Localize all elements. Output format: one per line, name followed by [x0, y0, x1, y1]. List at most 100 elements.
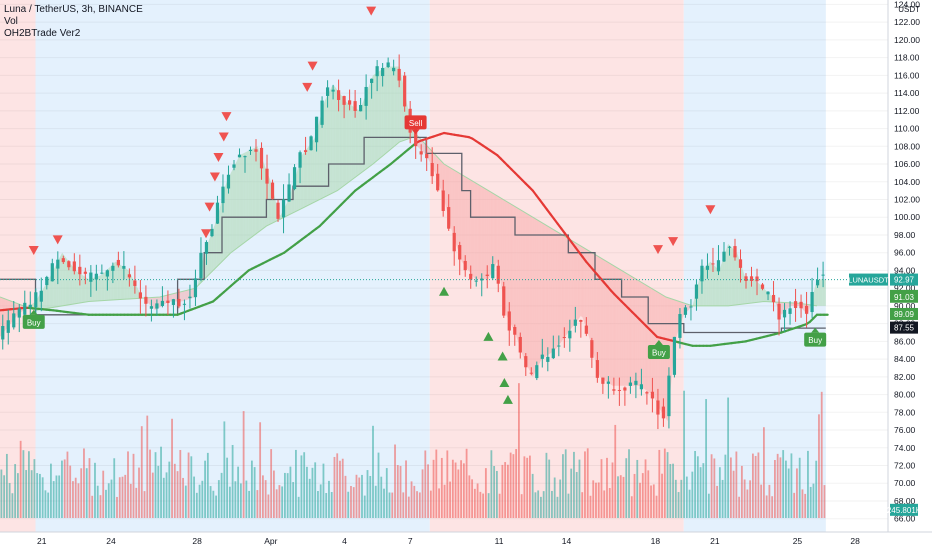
- volume-bar: [710, 454, 713, 518]
- cloud-bear-segment: [653, 289, 656, 400]
- candle-body: [193, 278, 198, 298]
- sell-arrow-marker: [668, 237, 679, 247]
- candle-body: [28, 304, 32, 308]
- candle-body: [821, 274, 825, 276]
- cloud-bull-segment: [330, 86, 333, 195]
- candle-body: [491, 264, 495, 279]
- cloud-bull-segment: [742, 268, 745, 305]
- cloud-bull-segment: [118, 263, 121, 300]
- volume-bar: [330, 492, 333, 518]
- cloud-bull-segment: [252, 148, 254, 237]
- candle-body: [226, 174, 231, 189]
- price-badge-value: 245.801K: [887, 506, 922, 515]
- volume-bar: [479, 491, 482, 518]
- cloud-bear-segment: [499, 197, 501, 283]
- volume-bar: [52, 481, 55, 518]
- cloud-bull-segment: [394, 66, 397, 147]
- volume-bar: [504, 462, 507, 518]
- candle-body: [551, 348, 555, 359]
- volume-bar: [779, 457, 782, 518]
- candle-body: [430, 162, 434, 177]
- volume-bar: [685, 476, 688, 518]
- candle-body: [127, 274, 131, 278]
- candle-body: [111, 265, 115, 271]
- cloud-bear-segment: [472, 181, 475, 279]
- cloud-bull-segment: [346, 101, 349, 184]
- volume-bar: [259, 422, 262, 518]
- volume-bar: [471, 479, 474, 518]
- volume-bar: [683, 390, 685, 518]
- time-tick-label: 25: [793, 536, 803, 546]
- cloud-bear-segment: [511, 204, 514, 329]
- volume-bar: [322, 463, 325, 518]
- candle-body: [573, 319, 577, 326]
- volume-bar: [124, 474, 127, 518]
- cloud-bear-segment: [488, 190, 491, 280]
- sell-arrow-marker: [302, 82, 313, 92]
- cloud-bull-segment: [243, 152, 246, 244]
- candle-body: [105, 270, 109, 277]
- price-axis: 66.00 68.00 70.00 72.00 74.00 76.00 78.00 80.00…: [848, 0, 922, 532]
- candle-body: [265, 168, 269, 184]
- price-badge: [890, 503, 918, 516]
- sell-arrow-marker: [28, 246, 39, 256]
- cloud-bear-segment: [149, 297, 151, 306]
- candle-body: [634, 380, 638, 385]
- cloud-bear-segment: [650, 287, 652, 394]
- volume-bar: [278, 485, 281, 518]
- candle-body: [502, 286, 506, 316]
- cloud-bull-segment: [712, 263, 714, 306]
- cloud-bear-segment: [520, 209, 523, 354]
- buy-signal-box: [647, 345, 670, 360]
- cloud-bear-segment: [10, 301, 13, 324]
- candle-body: [623, 387, 627, 391]
- volume-bar: [0, 469, 3, 518]
- cloud-bull-segment: [257, 146, 260, 233]
- volume-bar: [622, 476, 625, 518]
- cloud-bull-segment: [126, 268, 128, 300]
- candle-body: [628, 382, 632, 386]
- cloud-bull-segment: [374, 73, 377, 163]
- candle-body: [617, 389, 621, 391]
- volume-bar: [462, 463, 465, 518]
- candle-body: [45, 276, 49, 286]
- volume-bar: [454, 462, 457, 518]
- volume-bar: [36, 473, 39, 518]
- cloud-bull-segment: [348, 103, 350, 183]
- volume-bar: [107, 483, 110, 518]
- buy-signal: Buy: [804, 327, 827, 347]
- volume-bar: [677, 492, 680, 518]
- price-badge-value: 87.55: [894, 324, 915, 333]
- price-tick-label: 110.00: [894, 124, 920, 134]
- price-tick-label: 122.00: [894, 17, 920, 27]
- cloud-bull-segment: [301, 152, 304, 209]
- cloud-bear-segment: [532, 217, 535, 377]
- volume-bar: [597, 482, 600, 518]
- cloud-bull-segment: [392, 66, 395, 148]
- volume-bar: [149, 449, 151, 518]
- price-axis-badge: 89.09: [890, 307, 918, 320]
- volume-bar: [823, 485, 826, 518]
- cloud-bear-segment: [589, 251, 592, 345]
- volume-bars: [0, 383, 826, 518]
- volume-bar: [5, 453, 8, 518]
- cloud-bull-segment: [753, 279, 755, 303]
- cloud-bear-segment: [605, 260, 608, 383]
- price-tick-label: 86.00: [894, 336, 916, 346]
- volume-bar: [30, 470, 33, 518]
- cloud-bear-segment: [792, 302, 794, 306]
- cloud-bull-segment: [69, 262, 72, 305]
- cloud-bear-segment: [475, 183, 478, 280]
- volume-bar: [416, 491, 418, 518]
- volume-bar: [740, 465, 743, 518]
- volume-bar: [410, 481, 413, 518]
- volume-bar: [66, 451, 69, 518]
- cloud-bear-segment: [490, 191, 492, 276]
- cloud-bear-segment: [484, 188, 487, 280]
- candle-body: [287, 184, 291, 202]
- volume-bar: [556, 496, 559, 518]
- cloud-bull-segment: [300, 155, 302, 210]
- cloud-bear-segment: [545, 224, 548, 357]
